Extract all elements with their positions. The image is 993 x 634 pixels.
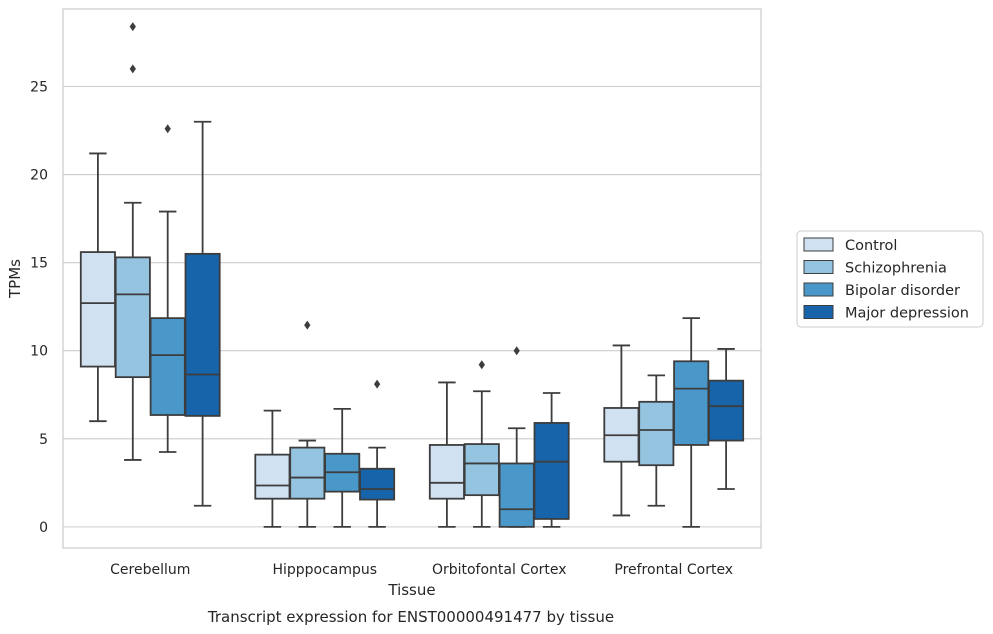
x-tick-label: Hipppocampus — [272, 562, 377, 578]
box-major-depression — [184, 120, 221, 507]
box-schizophrenia — [114, 22, 151, 461]
legend-label: Schizophrenia — [845, 261, 947, 277]
box-body — [708, 379, 745, 442]
legend-item: Bipolar disorder — [803, 282, 960, 299]
x-axis-label: Tissue — [387, 581, 435, 599]
box-body — [673, 360, 710, 446]
box-body — [79, 251, 116, 368]
legend-item: Major depression — [803, 305, 969, 322]
outlier-point — [129, 22, 136, 32]
plot-frame — [62, 8, 762, 549]
box-body — [254, 453, 291, 500]
y-tick-label: 10 — [30, 344, 48, 360]
outlier-point — [478, 360, 485, 370]
y-tick-label: 0 — [39, 520, 48, 536]
box-body — [498, 462, 535, 528]
box-body — [289, 446, 326, 500]
y-tick-label: 25 — [30, 80, 48, 96]
legend-swatch — [803, 260, 834, 274]
x-tick-label: Prefrontal Cortex — [614, 562, 733, 578]
box-schizophrenia — [289, 320, 326, 528]
box-bipolar-disorder — [673, 317, 710, 528]
box-body — [533, 422, 570, 520]
box-body — [359, 467, 396, 501]
x-tick-label: Cerebellum — [110, 562, 190, 578]
box-body — [184, 252, 221, 417]
box-bipolar-disorder — [149, 124, 186, 453]
y-tick-labels: 0 5 10 15 20 25 — [30, 80, 48, 536]
box-body — [149, 317, 186, 416]
box-groups — [79, 22, 745, 528]
box-major-depression — [533, 392, 570, 528]
box-control — [254, 409, 291, 528]
outlier-point — [373, 379, 381, 389]
legend-swatch — [803, 237, 834, 252]
outlier-point — [513, 346, 520, 356]
legend: Control Schizophrenia Bipolar disorder Majo… — [796, 230, 984, 328]
box-control — [603, 344, 640, 517]
box-bipolar-disorder — [498, 346, 535, 528]
box-body — [114, 256, 151, 379]
box-schizophrenia — [463, 360, 500, 528]
y-tick-label: 20 — [30, 168, 48, 184]
legend-swatch — [803, 305, 834, 319]
outlier-point — [164, 124, 171, 134]
y-tick-label: 5 — [39, 432, 48, 448]
chart-caption: Transcript expression for ENST0000049147… — [207, 608, 614, 626]
legend-label: Major depression — [845, 306, 969, 322]
box-major-depression — [708, 348, 745, 490]
legend-label: Control — [845, 238, 897, 254]
y-tick-label: 15 — [30, 256, 48, 272]
box-control — [79, 152, 116, 423]
x-tick-labels: Cerebellum Hipppocampus Orbitofontal Corte… — [110, 562, 733, 578]
box-body — [463, 443, 500, 497]
legend-swatch — [803, 282, 834, 297]
box-schizophrenia — [638, 374, 675, 507]
x-tick-label: Orbitofontal Cortex — [432, 562, 567, 578]
box-control — [428, 381, 465, 528]
legend-item: Control — [803, 237, 897, 254]
legend-frame — [796, 230, 984, 328]
outlier-point — [129, 64, 136, 74]
box-bipolar-disorder — [324, 407, 361, 528]
box-body — [428, 444, 465, 500]
y-axis-label: TPMs — [6, 259, 24, 299]
box-body — [638, 400, 675, 467]
outlier-point — [304, 320, 311, 330]
legend-label: Bipolar disorder — [845, 283, 960, 299]
box-major-depression — [359, 379, 396, 528]
legend-item: Schizophrenia — [803, 260, 947, 277]
